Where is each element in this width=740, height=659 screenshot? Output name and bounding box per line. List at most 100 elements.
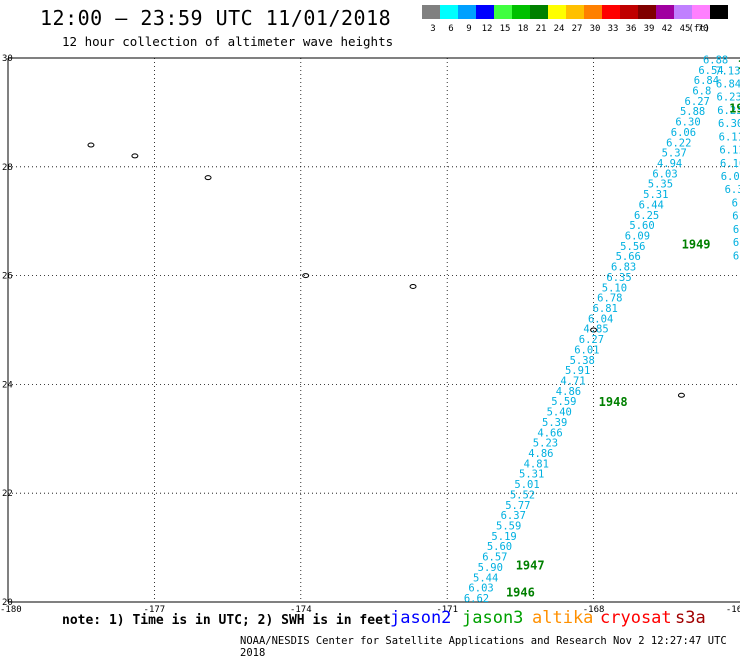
- scale-label: 3: [430, 24, 435, 34]
- swh-point: 6.84: [694, 75, 719, 87]
- swh-point: 5.59: [551, 396, 576, 408]
- swh-point: 6: [733, 237, 739, 249]
- swh-point: 6.06: [671, 127, 696, 139]
- scale-label: 9: [466, 24, 471, 34]
- swh-point: 5.66: [616, 251, 641, 263]
- swh-point: 6.23: [717, 92, 740, 104]
- island-french-frigate: [677, 392, 685, 398]
- swh-point: 6.3: [725, 184, 740, 196]
- swh-point: 4.86: [556, 386, 581, 398]
- swh-point: 5.38: [570, 355, 595, 367]
- swh-point: 5.90: [478, 562, 503, 574]
- swh-point: 6: [733, 224, 739, 236]
- island-kure: [87, 142, 95, 148]
- y-tick-label: 20: [2, 598, 13, 608]
- scale-swatch: [674, 5, 692, 19]
- scale-unit: (ft): [688, 24, 710, 34]
- scale-label: 6: [448, 24, 453, 34]
- swh-point: 5.35: [648, 179, 673, 191]
- swh-point: 6.83: [611, 262, 636, 274]
- scale-swatch: [638, 5, 656, 19]
- swh-point: 6.01: [574, 344, 599, 356]
- y-tick-label: 30: [2, 54, 13, 64]
- swh-point: 6.11: [719, 145, 740, 157]
- scale-swatch: [494, 5, 512, 19]
- swh-point: 5.37: [662, 148, 687, 160]
- island-pearl-hermes: [204, 175, 212, 181]
- swh-point: 6.22: [666, 137, 691, 149]
- sat-label-jason3: jason3: [462, 608, 524, 628]
- sat-label-s3a: s3a: [675, 608, 706, 628]
- swh-point: 5.31: [643, 189, 668, 201]
- y-tick-label: 28: [2, 163, 13, 173]
- swh-point: 6.23: [717, 105, 740, 117]
- scale-swatch: [422, 5, 440, 19]
- time-label: 1949: [682, 237, 711, 251]
- swh-point: 4.71: [560, 376, 585, 388]
- time-label: 195: [729, 101, 740, 115]
- sat-label-cryosat: cryosat: [600, 608, 672, 628]
- scale-label: 27: [572, 24, 583, 34]
- scale-label: 42: [662, 24, 673, 34]
- swh-point: 4.85: [583, 324, 608, 336]
- sat-label-altika: altika: [532, 608, 594, 628]
- swh-point: 6.88: [703, 54, 728, 66]
- swh-point: 6.27: [685, 96, 710, 108]
- swh-point: 5.91: [565, 365, 590, 377]
- swh-point: 5.40: [547, 407, 572, 419]
- swh-point: 5.52: [510, 489, 535, 501]
- scale-label: 21: [536, 24, 547, 34]
- color-scale-legend: 3 6 9 12 15 18 21 24 27 30 33 36 39 42 45 70(ft): [422, 5, 728, 34]
- scale-label: 70: [698, 24, 709, 34]
- swh-point: 6.30: [718, 118, 740, 130]
- scale-label: 33: [608, 24, 619, 34]
- swh-point: 6.37: [501, 510, 526, 522]
- swh-point: 6.02: [721, 171, 740, 183]
- scale-swatch: [710, 5, 728, 19]
- x-tick-label: -177: [144, 605, 166, 615]
- swh-point: 5.56: [620, 241, 645, 253]
- page-title: 12:00 – 23:59 UTC 11/01/2018: [40, 6, 392, 30]
- scale-label: 24: [554, 24, 565, 34]
- scale-swatch: [620, 5, 638, 19]
- scale-swatch: [692, 5, 710, 19]
- scale-swatch: [530, 5, 548, 19]
- sat-label-jason2: jason2: [390, 608, 452, 628]
- scale-swatch: [512, 5, 530, 19]
- scale-swatch: [566, 5, 584, 19]
- swh-point: 6.8: [692, 86, 711, 98]
- scale-label: 30: [590, 24, 601, 34]
- swh-point: 5.31: [519, 469, 544, 481]
- swh-point: 6.25: [634, 210, 659, 222]
- scale-label: 18: [518, 24, 529, 34]
- swh-point: 5.23: [533, 438, 558, 450]
- island-lisianski: [302, 273, 310, 279]
- swh-point: 6.03: [652, 168, 677, 180]
- swh-point: 6.09: [625, 231, 650, 243]
- scale-label: 45: [680, 24, 691, 34]
- y-tick-label: 24: [2, 380, 13, 390]
- y-tick-label: 26: [2, 272, 13, 282]
- swh-point: 6.57: [482, 552, 507, 564]
- swh-point: 6: [732, 211, 738, 223]
- swh-point: 5.01: [514, 479, 539, 491]
- swh-point: 6.35: [606, 272, 631, 284]
- scale-swatch: [476, 5, 494, 19]
- swh-point: 6.44: [639, 199, 664, 211]
- swh-point: 6.04: [588, 313, 613, 325]
- x-tick-label: -16: [726, 605, 740, 615]
- page-subtitle: 12 hour collection of altimeter wave hei…: [62, 34, 394, 49]
- scale-label: 39: [644, 24, 655, 34]
- swh-point: 6.11: [719, 131, 740, 143]
- swh-point: 5.19: [491, 531, 516, 543]
- swh-point: 6.62: [464, 593, 489, 605]
- swh-point: 5.10: [602, 282, 627, 294]
- scale-swatch: [602, 5, 620, 19]
- y-tick-label: 22: [2, 489, 13, 499]
- swh-point: 4.86: [528, 448, 553, 460]
- swh-point: 5.39: [542, 417, 567, 429]
- scale-label: 15: [500, 24, 511, 34]
- swh-point: 7.13: [715, 65, 740, 77]
- swh-point: 5.60: [629, 220, 654, 232]
